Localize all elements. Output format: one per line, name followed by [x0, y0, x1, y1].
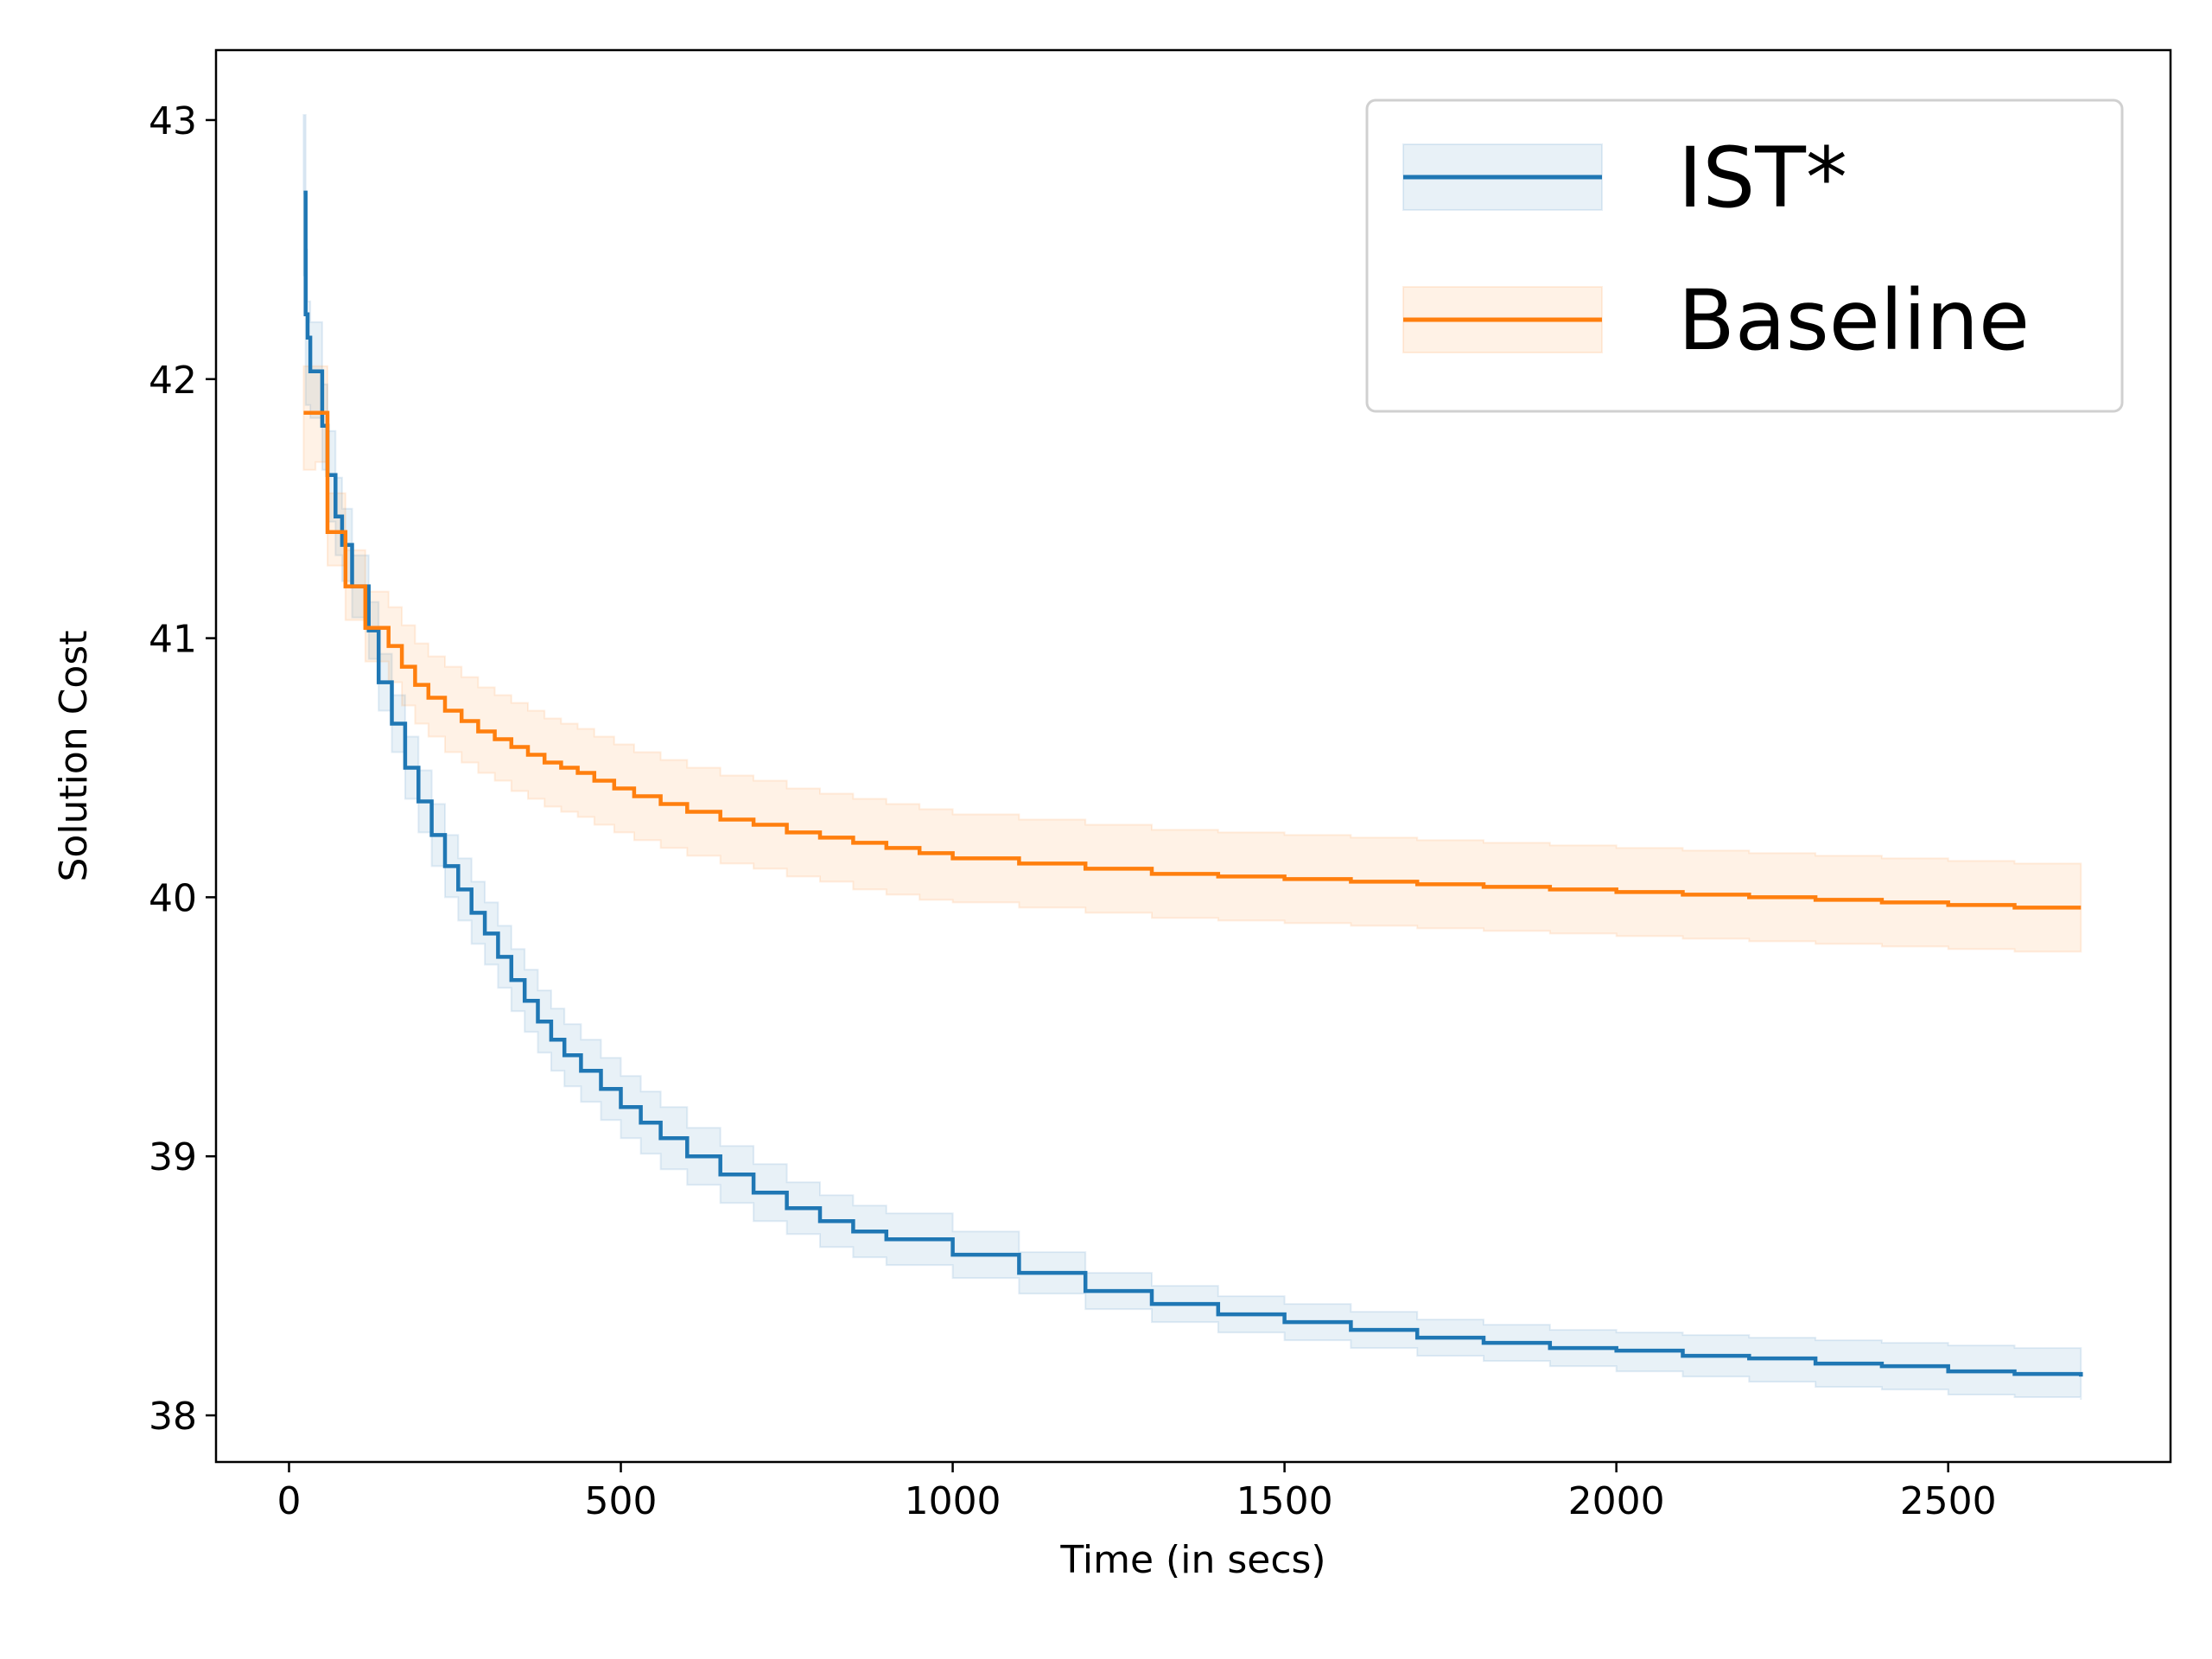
x-tick-label: 2500 [1900, 1479, 1997, 1523]
y-tick-label: 42 [149, 359, 197, 403]
y-tick-label: 43 [149, 99, 197, 143]
x-tick-label: 0 [276, 1479, 301, 1523]
x-tick-label: 500 [585, 1479, 658, 1523]
x-tick-label: 1000 [905, 1479, 1001, 1523]
series-lines [303, 190, 2083, 1377]
x-axis-label: Time (in secs) [1059, 1538, 1325, 1582]
y-tick-label: 41 [149, 618, 197, 662]
y-tick-label: 39 [149, 1135, 197, 1179]
x-tick-label: 1500 [1236, 1479, 1333, 1523]
y-axis-label: Solution Cost [52, 630, 96, 881]
legend: IST* Baseline [1365, 99, 2124, 413]
y-tick-label: 40 [149, 876, 197, 920]
band-series-1 [302, 365, 2082, 953]
y-tick-label: 38 [149, 1395, 197, 1439]
legend-label: IST* [1678, 130, 1847, 226]
plot-frame [214, 48, 2172, 1464]
line-series-0 [303, 190, 2083, 1377]
x-axis-ticks: 0 500 1000 1500 2000 2500 [276, 1462, 1997, 1523]
y-axis-ticks: 38 39 40 41 42 43 [149, 99, 216, 1439]
x-tick-label: 2000 [1568, 1479, 1665, 1523]
legend-label: Baseline [1678, 272, 2030, 369]
line-series-1 [303, 410, 2082, 910]
